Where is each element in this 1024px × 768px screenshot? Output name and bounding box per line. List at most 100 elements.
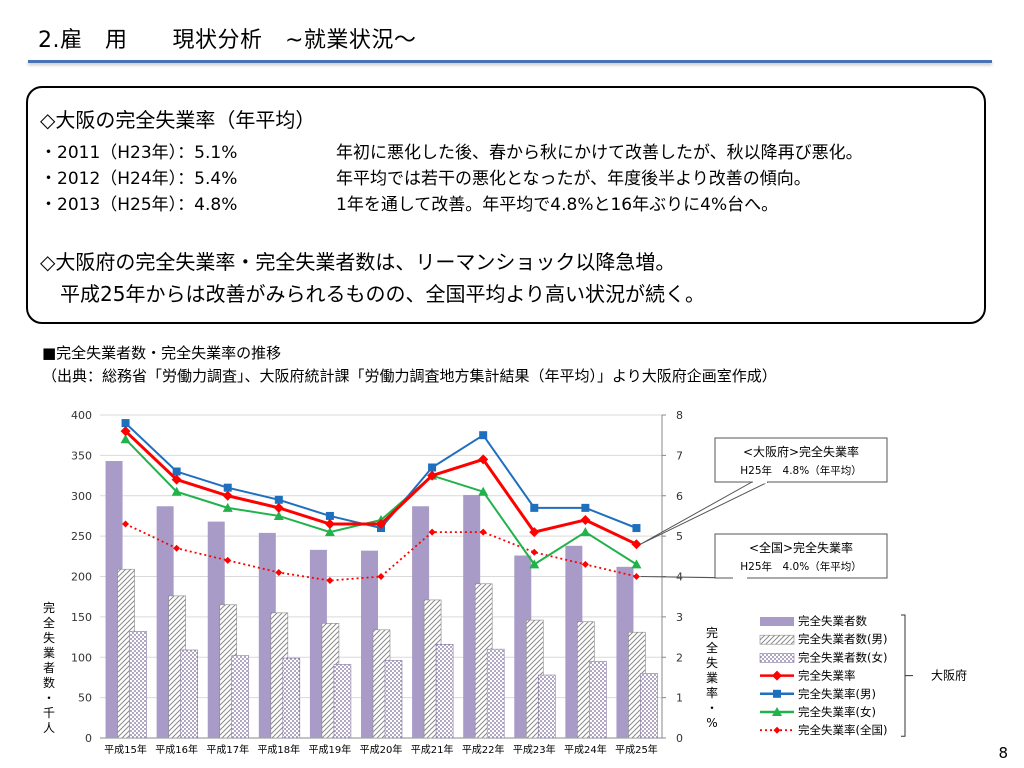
bar-female (640, 673, 658, 739)
legend-label: 完全失業率(全国) (798, 723, 887, 737)
legend-label: 完全失業者数(男) (798, 632, 887, 646)
legend-label: 完全失業者数 (798, 614, 867, 628)
line-rate-female-marker (478, 486, 489, 496)
y-left-axis-label: 全 (43, 615, 55, 630)
callout-title: <大阪府>完全失業率 (743, 444, 859, 459)
line-rate-national-marker (581, 560, 589, 568)
summary-bullet-3-label: ・2013（H25年）：4.8% (40, 195, 238, 215)
x-tick-label: 平成18年 (257, 743, 300, 756)
line-rate-total-marker (478, 454, 489, 465)
line-rate-male-marker (581, 503, 590, 512)
line-rate-male-marker (172, 467, 181, 476)
line-rate-male-marker (428, 463, 437, 472)
callout-value: H25年 4.8%（年平均） (740, 464, 861, 477)
y-left-axis-label: 数 (43, 675, 55, 690)
bar-female (384, 660, 403, 739)
y-right-tick-label: 8 (676, 409, 683, 422)
bar-female (333, 664, 352, 739)
line-rate-male-marker (479, 431, 488, 440)
summary-box (26, 86, 986, 324)
y-left-tick-label: 50 (78, 692, 92, 705)
line-rate-male-marker (121, 419, 130, 428)
callout-title: <全国>完全失業率 (749, 540, 853, 555)
line-rate-female-marker (273, 510, 284, 520)
x-tick-label: 平成20年 (360, 743, 403, 756)
line-rate-total-marker (631, 539, 642, 550)
legend-marker (773, 689, 781, 698)
line-rate-total-marker (529, 527, 540, 538)
line-rate-female-marker (580, 527, 591, 537)
legend-group-bracket (901, 614, 913, 737)
x-tick-label: 平成15年 (104, 743, 147, 756)
y-left-tick-label: 150 (71, 611, 92, 624)
chart-source-citation: （出典：総務省「労働力調査」、大阪府統計課「労働力調査地方集計結果（年平均）」よ… (42, 367, 777, 385)
line-rate-national-marker (122, 520, 130, 528)
line-rate-female-marker (631, 559, 642, 569)
summary-bullet-2-label: ・2012（H24年）：5.4% (40, 169, 238, 189)
y-right-axis-label: % (706, 716, 717, 730)
line-rate-male-marker (530, 503, 539, 512)
line-rate-total-marker (580, 514, 591, 525)
line-rate-male-marker (223, 483, 232, 492)
line-rate-national-marker (377, 573, 385, 580)
y-right-tick-label: 2 (676, 651, 683, 664)
line-rate-female-marker (324, 527, 335, 537)
page-title: 2.雇 用 現状分析 ~就業状況～ (38, 28, 417, 53)
y-left-tick-label: 100 (71, 651, 92, 664)
summary-bullet-1-text: 年初に悪化した後、春から秋にかけて改善したが、秋以降再び悪化。 (336, 143, 863, 163)
bar-female (435, 644, 454, 739)
x-tick-label: 平成24年 (564, 743, 607, 756)
y-left-axis-label: 者 (43, 661, 55, 675)
line-rate-female-marker (120, 434, 131, 444)
summary-bullet-2-text: 年平均では若干の悪化となったが、年度後半より改善の傾向。 (336, 169, 811, 189)
y-right-tick-label: 7 (676, 449, 683, 462)
line-rate-total-marker (427, 470, 438, 481)
line-rate-female-marker (171, 486, 182, 496)
line-rate-total-marker (120, 426, 131, 437)
y-right-tick-label: 3 (676, 611, 683, 624)
line-rate-male-marker (274, 495, 283, 504)
callout-box (714, 533, 888, 579)
line-rate-national (125, 523, 637, 582)
line-rate-female-marker (529, 559, 540, 569)
line-rate-male (124, 422, 637, 530)
y-left-tick-label: 350 (71, 449, 92, 462)
bar-female (231, 655, 250, 739)
callout-joint (733, 576, 747, 580)
line-rate-national-marker (632, 573, 640, 580)
title-underline (28, 60, 992, 63)
y-left-tick-label: 400 (71, 409, 92, 422)
line-rate-national-marker (530, 548, 538, 556)
y-left-tick-label: 200 (71, 571, 92, 584)
line-rate-national-marker (326, 577, 334, 585)
line-rate-national-marker (428, 528, 436, 536)
y-left-tick-label: 300 (71, 490, 92, 503)
y-right-tick-label: 0 (676, 732, 683, 745)
bar-female (486, 648, 505, 739)
summary-bullet-3-text: 1年を通して改善。年平均で4.8%と16年ぶりに4%台へ。 (336, 195, 779, 215)
line-rate-total-marker (273, 502, 284, 513)
y-left-axis-label: 人 (43, 721, 55, 735)
line-rate-female (124, 438, 637, 566)
summary-heading-2-line-1: ◇大阪府の完全失業率・完全失業者数は、リーマンショック以降急増。 (40, 250, 676, 274)
summary-heading-2-line-2: 平成25年からは改善がみられるものの、全国平均より高い状況が続く。 (40, 282, 706, 306)
callout-box (714, 437, 888, 483)
bar-female (129, 631, 147, 739)
line-rate-male-marker (325, 511, 334, 520)
y-right-axis-label: 率 (706, 685, 718, 700)
line-rate-total-marker (222, 490, 233, 501)
line-rate-national-marker (224, 556, 232, 564)
legend-swatch (759, 634, 795, 645)
page-number: 8 (998, 744, 1008, 762)
y-right-axis-label: 失 (706, 655, 718, 670)
summary-bullet-1-label: ・2011（H23年）：5.1% (40, 143, 238, 163)
y-right-axis-label: 全 (706, 640, 718, 655)
legend-marker (772, 707, 782, 716)
callout-value: H25年 4.0%（年平均） (740, 560, 861, 573)
line-rate-total-marker (324, 519, 335, 530)
x-tick-label: 平成25年 (615, 743, 658, 756)
summary-heading-1: ◇大阪の完全失業率（年平均） (40, 108, 316, 132)
legend-label: 完全失業率(女) (798, 705, 876, 719)
y-left-axis-label: ・ (43, 691, 55, 705)
callout-joint (753, 480, 767, 484)
